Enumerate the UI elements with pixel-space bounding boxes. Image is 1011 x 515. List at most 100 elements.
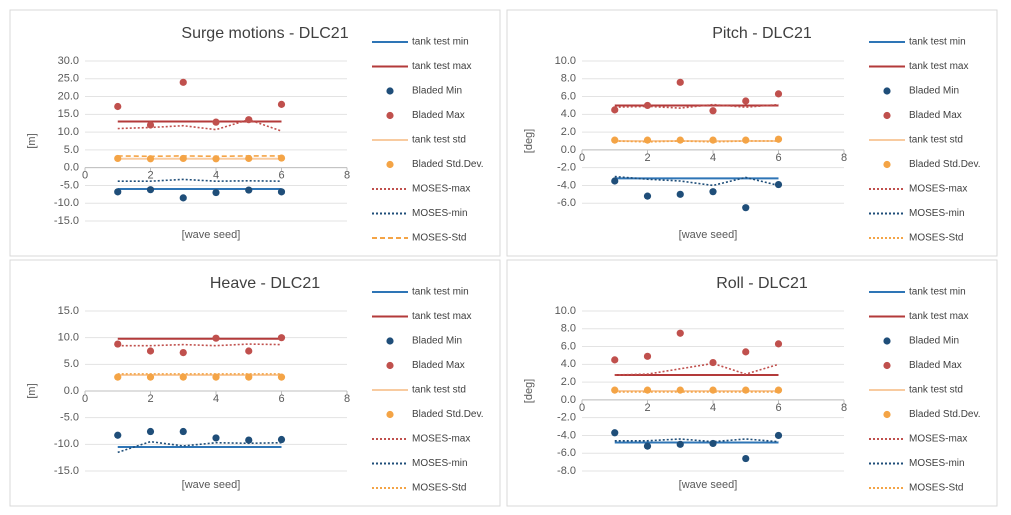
legend-label: Bladed Max — [412, 110, 465, 121]
legend-label: tank test max — [909, 61, 968, 72]
chart-panel: Surge motions - DLC21 [m] [wave seed] -15.0… — [9, 9, 501, 257]
data-point — [742, 204, 750, 212]
legend-label: MOSES-Std — [909, 233, 963, 244]
y-tick-label: -4.0 — [557, 429, 576, 441]
legend-swatch — [386, 160, 394, 169]
y-tick-label: 8.0 — [561, 73, 576, 85]
x-tick-label: 8 — [841, 152, 847, 164]
data-point — [179, 427, 187, 436]
chart-title: Surge motions - DLC21 — [181, 25, 348, 42]
x-tick-label: 2 — [644, 152, 650, 164]
data-point — [774, 431, 783, 440]
data-point — [212, 373, 220, 381]
y-tick-label: 10.0 — [555, 305, 576, 317]
legend-label: tank test std — [412, 385, 466, 396]
y-tick-label: 4.0 — [561, 358, 576, 370]
legend-label: MOSES-min — [909, 208, 965, 219]
y-tick-label: 10.0 — [58, 126, 79, 138]
data-point — [774, 90, 783, 98]
y-tick-label: 2.0 — [561, 376, 576, 388]
legend-label: Bladed Min — [412, 86, 462, 97]
y-axis-label: [m] — [26, 383, 38, 398]
data-point — [774, 180, 783, 189]
legend-label: Bladed Min — [412, 336, 462, 347]
data-point — [643, 352, 652, 360]
legend-label: tank test std — [909, 385, 963, 396]
legend-label: Bladed Min — [909, 86, 959, 97]
y-tick-label: -6.0 — [557, 447, 576, 459]
data-point — [277, 435, 286, 444]
legend-label: tank test max — [909, 311, 968, 322]
data-point — [643, 101, 652, 110]
data-point — [212, 118, 220, 126]
data-point — [245, 436, 253, 444]
x-tick-label: 2 — [147, 170, 153, 182]
x-tick-label: 0 — [579, 152, 585, 164]
data-point — [676, 440, 684, 448]
data-point — [774, 340, 783, 348]
data-point — [676, 78, 684, 86]
y-tick-label: -6.0 — [557, 197, 576, 209]
legend-swatch — [386, 337, 394, 345]
legend-label: MOSES-min — [412, 458, 468, 469]
y-tick-label: -10.0 — [54, 197, 79, 209]
y-tick-label: 5.0 — [64, 358, 79, 370]
y-tick-label: -4.0 — [557, 179, 576, 191]
x-tick-label: 6 — [775, 152, 781, 164]
data-point — [676, 190, 684, 198]
legend-swatch — [386, 111, 394, 120]
y-tick-label: 0.0 — [561, 144, 576, 156]
x-axis-label: [wave seed] — [182, 229, 241, 241]
x-tick-label: 2 — [147, 393, 153, 405]
y-tick-label: 30.0 — [58, 55, 79, 67]
y-tick-label: -2.0 — [557, 412, 576, 424]
x-tick-label: 4 — [213, 170, 219, 182]
data-point — [245, 373, 253, 381]
legend-swatch — [883, 160, 891, 169]
legend-swatch — [386, 361, 394, 370]
legend-label: MOSES-max — [412, 184, 470, 195]
data-point — [611, 429, 619, 437]
chart-panel: Heave - DLC21 [m] [wave seed] -15.0 -10.0 -5.… — [9, 259, 501, 507]
data-point — [643, 136, 652, 144]
data-point — [611, 136, 619, 144]
y-axis-label: [m] — [26, 133, 38, 148]
data-point — [146, 347, 155, 355]
x-tick-label: 6 — [278, 170, 284, 182]
x-axis-label: [wave seed] — [679, 479, 738, 491]
data-point — [611, 356, 619, 364]
x-axis-label: [wave seed] — [679, 229, 738, 241]
data-point — [742, 97, 750, 105]
y-tick-label: 25.0 — [58, 73, 79, 85]
data-point — [277, 188, 286, 196]
legend-label: Bladed Std.Dev. — [412, 409, 484, 420]
y-axis-label: [deg] — [523, 379, 535, 403]
legend-label: MOSES-max — [909, 184, 967, 195]
x-tick-label: 0 — [579, 402, 585, 414]
data-point — [742, 454, 750, 463]
data-point — [676, 329, 684, 337]
data-point — [114, 102, 122, 111]
legend-label: MOSES-Std — [412, 233, 466, 244]
legend-swatch — [883, 410, 891, 419]
data-point — [146, 427, 155, 436]
legend-label: Bladed Std.Dev. — [909, 409, 981, 420]
y-tick-label: 5.0 — [64, 144, 79, 156]
y-tick-label: 0.0 — [561, 394, 576, 406]
y-tick-label: 4.0 — [561, 108, 576, 120]
x-tick-label: 0 — [82, 170, 88, 182]
legend-label: MOSES-Std — [412, 483, 466, 494]
chart-title: Roll - DLC21 — [716, 275, 808, 292]
x-tick-label: 8 — [841, 402, 847, 414]
legend-label: tank test min — [909, 37, 966, 48]
x-tick-label: 4 — [710, 402, 716, 414]
x-tick-label: 2 — [644, 402, 650, 414]
y-tick-label: -2.0 — [557, 162, 576, 174]
data-point — [709, 107, 717, 115]
data-point — [245, 347, 253, 355]
data-point — [611, 177, 619, 185]
data-point — [179, 78, 187, 86]
y-tick-label: -15.0 — [54, 215, 79, 227]
y-axis-label: [deg] — [523, 129, 535, 153]
